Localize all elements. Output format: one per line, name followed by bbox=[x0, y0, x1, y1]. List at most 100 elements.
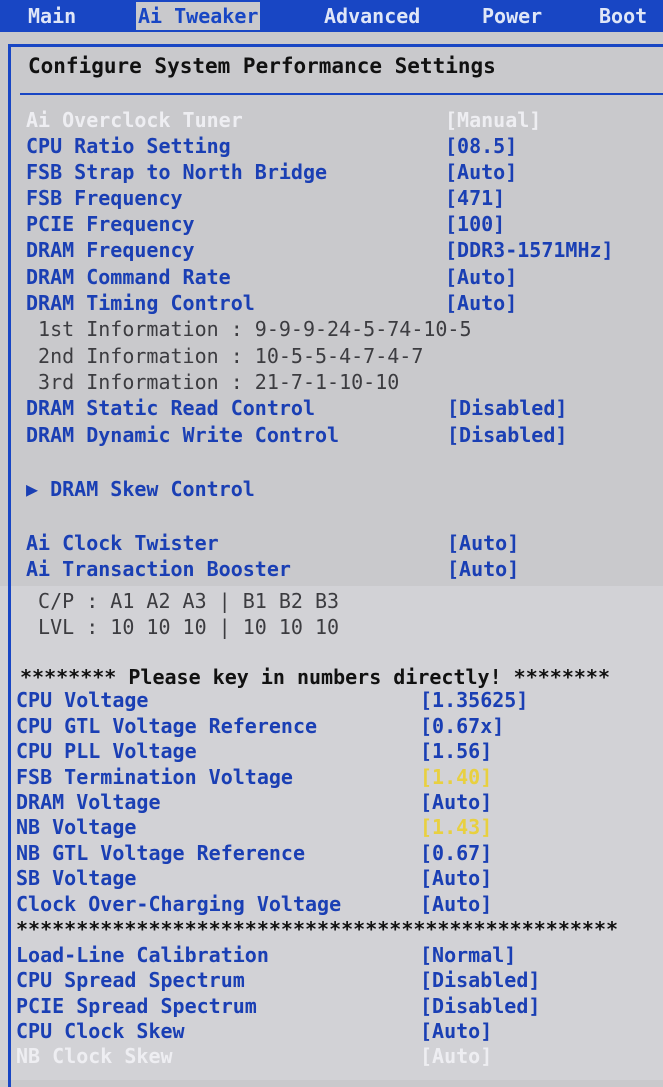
setting-value[interactable]: [Auto] bbox=[420, 790, 493, 814]
info-row: C/P : A1 A2 A3 | B1 B2 B3 bbox=[26, 589, 339, 613]
setting-label: DRAM Dynamic Write Control bbox=[26, 423, 340, 447]
info-row: 1st Information : 9-9-9-24-5-74-10-5 bbox=[26, 317, 472, 341]
setting-label: DRAM Static Read Control bbox=[26, 396, 315, 420]
tab-power[interactable]: Power bbox=[482, 4, 543, 28]
setting-row[interactable]: NB Voltage bbox=[16, 815, 136, 839]
setting-label: DRAM Frequency bbox=[26, 238, 195, 262]
setting-value[interactable]: [Disabled] bbox=[447, 423, 568, 447]
setting-value[interactable]: [08.5] bbox=[445, 134, 518, 158]
setting-row[interactable]: CPU Ratio Setting bbox=[26, 134, 231, 158]
setting-value[interactable]: [Auto] bbox=[447, 557, 520, 581]
setting-label: ****************************************… bbox=[16, 917, 619, 941]
setting-value[interactable]: [Auto] bbox=[445, 265, 518, 289]
setting-row[interactable]: CPU Voltage bbox=[16, 688, 148, 712]
setting-row[interactable]: SB Voltage bbox=[16, 866, 136, 890]
setting-value[interactable]: [DDR3-1571MHz] bbox=[445, 238, 614, 262]
menu-bar: Main Ai Tweaker Advanced Power Boot bbox=[0, 0, 663, 32]
tab-ai-tweaker[interactable]: Ai Tweaker bbox=[136, 2, 261, 30]
tab-main[interactable]: Main bbox=[28, 4, 77, 28]
setting-row[interactable]: Clock Over-Charging Voltage bbox=[16, 892, 341, 916]
setting-value[interactable]: [Auto] bbox=[420, 1019, 493, 1043]
setting-row[interactable]: Ai Transaction Booster bbox=[26, 557, 291, 581]
setting-label: CPU Voltage bbox=[16, 688, 149, 712]
setting-label: 1st Information : 9-9-9-24-5-74-10-5 bbox=[26, 317, 472, 341]
page-title: Configure System Performance Settings bbox=[28, 54, 496, 78]
setting-label: FSB Frequency bbox=[26, 186, 183, 210]
setting-row[interactable]: FSB Termination Voltage bbox=[16, 765, 293, 789]
info-row: 3rd Information : 21-7-1-10-10 bbox=[26, 370, 399, 394]
setting-value[interactable]: [1.35625] bbox=[420, 688, 529, 712]
setting-value[interactable]: [0.67] bbox=[420, 841, 493, 865]
divider bbox=[20, 93, 663, 95]
setting-label: 2nd Information : 10-5-5-4-7-4-7 bbox=[26, 344, 424, 368]
setting-value[interactable]: [Auto] bbox=[447, 531, 520, 555]
setting-value[interactable]: [0.67x] bbox=[420, 714, 505, 738]
setting-label: 3rd Information : 21-7-1-10-10 bbox=[26, 370, 400, 394]
setting-label: Ai Transaction Booster bbox=[26, 557, 291, 581]
setting-row[interactable]: CPU Spread Spectrum bbox=[16, 968, 245, 992]
setting-row[interactable]: NB GTL Voltage Reference bbox=[16, 841, 305, 865]
setting-label: SB Voltage bbox=[16, 866, 137, 890]
setting-row[interactable]: DRAM Timing Control bbox=[26, 291, 255, 315]
setting-label: CPU Ratio Setting bbox=[26, 134, 231, 158]
setting-row[interactable]: Ai Clock Twister bbox=[26, 531, 219, 555]
setting-row[interactable]: DRAM Static Read Control bbox=[26, 396, 315, 420]
setting-row[interactable]: PCIE Frequency bbox=[26, 212, 195, 236]
setting-value[interactable]: [Auto] bbox=[420, 892, 493, 916]
setting-label: CPU Clock Skew bbox=[16, 1019, 185, 1043]
setting-label: NB Clock Skew bbox=[16, 1044, 173, 1068]
setting-row[interactable]: ▶ DRAM Skew Control bbox=[26, 477, 255, 501]
setting-label: PCIE Spread Spectrum bbox=[16, 994, 257, 1018]
info-row: 2nd Information : 10-5-5-4-7-4-7 bbox=[26, 344, 423, 368]
setting-label: DRAM Command Rate bbox=[26, 265, 231, 289]
setting-value[interactable]: [Disabled] bbox=[420, 994, 541, 1018]
setting-label: CPU Spread Spectrum bbox=[16, 968, 245, 992]
setting-value[interactable]: [Auto] bbox=[445, 160, 518, 184]
setting-label: PCIE Frequency bbox=[26, 212, 195, 236]
setting-label: Ai Overclock Tuner bbox=[26, 108, 243, 132]
setting-value[interactable]: [Normal] bbox=[420, 943, 517, 967]
setting-value[interactable]: [471] bbox=[445, 186, 506, 210]
lower-panel bbox=[0, 586, 663, 1080]
setting-row[interactable]: DRAM Command Rate bbox=[26, 265, 231, 289]
setting-row[interactable]: FSB Strap to North Bridge bbox=[26, 160, 327, 184]
setting-row[interactable]: FSB Frequency bbox=[26, 186, 183, 210]
info-row: LVL : 10 10 10 | 10 10 10 bbox=[26, 615, 339, 639]
setting-row: Ai Overclock Tuner bbox=[26, 108, 243, 132]
setting-label: FSB Termination Voltage bbox=[16, 765, 293, 789]
setting-row[interactable]: DRAM Voltage bbox=[16, 790, 161, 814]
setting-label: CPU GTL Voltage Reference bbox=[16, 714, 318, 738]
info-row: ****************************************… bbox=[16, 917, 618, 941]
setting-label: NB Voltage bbox=[16, 815, 137, 839]
settings-frame bbox=[8, 44, 663, 1087]
setting-row[interactable]: CPU PLL Voltage bbox=[16, 739, 197, 763]
setting-value[interactable]: [Disabled] bbox=[420, 968, 541, 992]
setting-value[interactable]: [1.56] bbox=[420, 739, 493, 763]
setting-label: Ai Clock Twister bbox=[26, 531, 219, 555]
info-row: ******** Please key in numbers directly!… bbox=[20, 665, 610, 689]
setting-label: CPU PLL Voltage bbox=[16, 739, 197, 763]
setting-label: FSB Strap to North Bridge bbox=[26, 160, 328, 184]
setting-label: Load-Line Calibration bbox=[16, 943, 269, 967]
tab-advanced[interactable]: Advanced bbox=[324, 4, 421, 28]
tab-boot[interactable]: Boot bbox=[599, 4, 648, 28]
setting-label: NB GTL Voltage Reference bbox=[16, 841, 305, 865]
setting-value: [Manual] bbox=[445, 108, 542, 132]
setting-row[interactable]: DRAM Frequency bbox=[26, 238, 195, 262]
setting-value[interactable]: [1.40] bbox=[420, 765, 493, 789]
setting-row[interactable]: CPU GTL Voltage Reference bbox=[16, 714, 317, 738]
setting-value[interactable]: [Auto] bbox=[420, 866, 493, 890]
setting-label: ******** Please key in numbers directly!… bbox=[20, 665, 611, 689]
setting-row: NB Clock Skew bbox=[16, 1044, 173, 1068]
setting-value[interactable]: [Disabled] bbox=[447, 396, 568, 420]
setting-value[interactable]: [100] bbox=[445, 212, 506, 236]
setting-row[interactable]: CPU Clock Skew bbox=[16, 1019, 185, 1043]
setting-row[interactable]: Load-Line Calibration bbox=[16, 943, 269, 967]
setting-label: Clock Over-Charging Voltage bbox=[16, 892, 342, 916]
setting-value: [Auto] bbox=[420, 1044, 493, 1068]
setting-row[interactable]: PCIE Spread Spectrum bbox=[16, 994, 257, 1018]
setting-label: DRAM Timing Control bbox=[26, 291, 255, 315]
setting-value[interactable]: [Auto] bbox=[445, 291, 518, 315]
setting-row[interactable]: DRAM Dynamic Write Control bbox=[26, 423, 339, 447]
setting-value[interactable]: [1.43] bbox=[420, 815, 493, 839]
